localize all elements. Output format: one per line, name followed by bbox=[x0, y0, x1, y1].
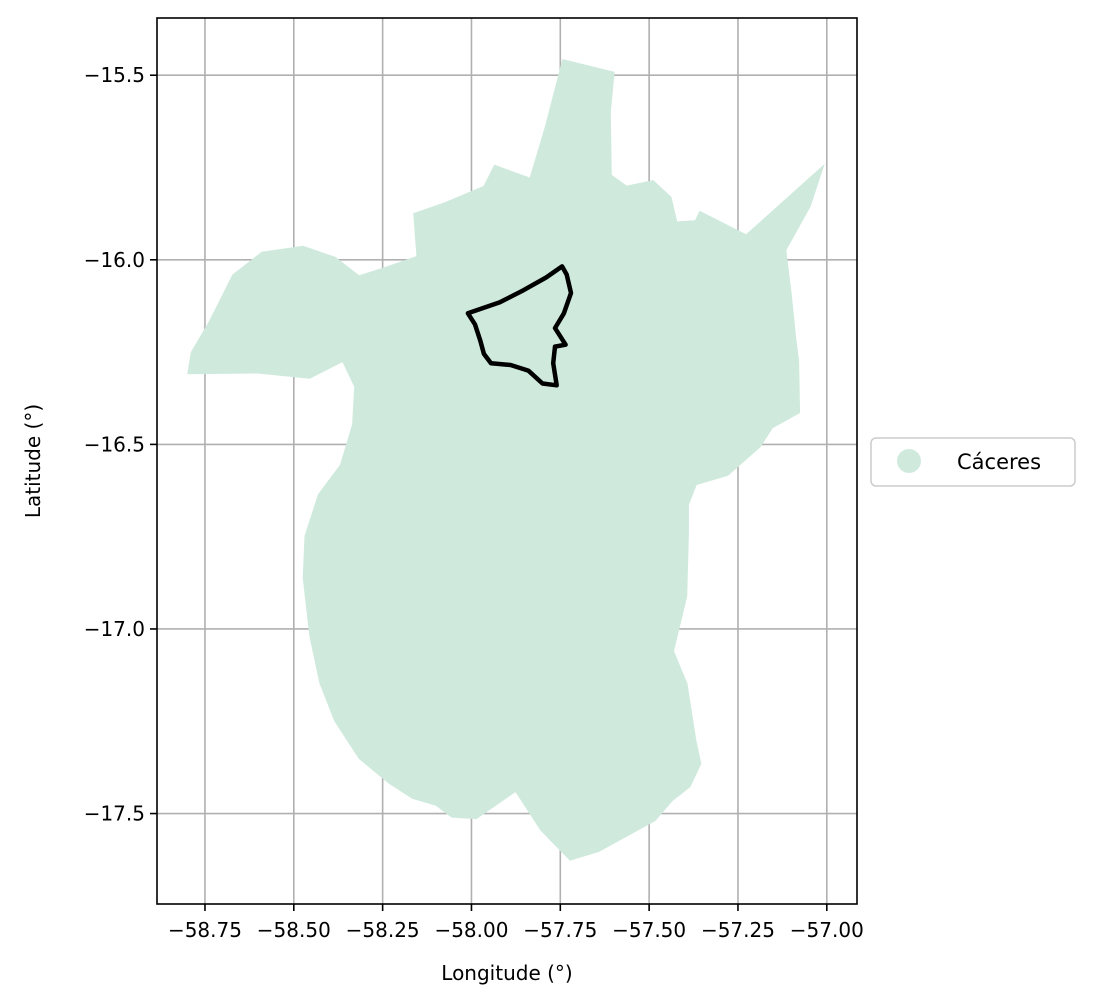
x-tick-label: −57.25 bbox=[701, 918, 775, 942]
x-tick-label: −58.50 bbox=[257, 918, 331, 942]
legend-entry-label: Cáceres bbox=[957, 450, 1041, 474]
y-axis-label: Latitude (°) bbox=[21, 404, 45, 518]
x-tick-label: −58.75 bbox=[168, 918, 242, 942]
x-axis-ticks: −58.75 −58.50 −58.25 −58.00 −57.75 −57.50 −57.… bbox=[168, 904, 864, 942]
axes-frame bbox=[156, 17, 858, 905]
x-tick-label: −58.25 bbox=[346, 918, 420, 942]
x-axis-label: Longitude (°) bbox=[441, 961, 572, 985]
legend-marker bbox=[897, 449, 921, 473]
x-tick-label: −58.00 bbox=[434, 918, 508, 942]
boundary-line bbox=[465, 264, 574, 388]
x-tick-label: −57.50 bbox=[612, 918, 686, 942]
y-tick-label: −17.5 bbox=[84, 802, 145, 826]
region-layer bbox=[187, 59, 825, 861]
region-polygon bbox=[187, 59, 825, 861]
y-tick-label: −16.0 bbox=[84, 248, 145, 272]
y-tick-label: −16.5 bbox=[84, 432, 145, 456]
boundary-layer bbox=[465, 264, 574, 388]
x-tick-label: −57.00 bbox=[790, 918, 864, 942]
y-axis-ticks: −15.5 −16.0 −16.5 −17.0 −17.5 bbox=[84, 63, 157, 826]
legend: Cáceres bbox=[870, 437, 1076, 487]
x-tick-label: −57.75 bbox=[523, 918, 597, 942]
y-tick-label: −15.5 bbox=[84, 63, 145, 87]
y-tick-label: −17.0 bbox=[84, 617, 145, 641]
legend-box bbox=[870, 437, 1076, 487]
